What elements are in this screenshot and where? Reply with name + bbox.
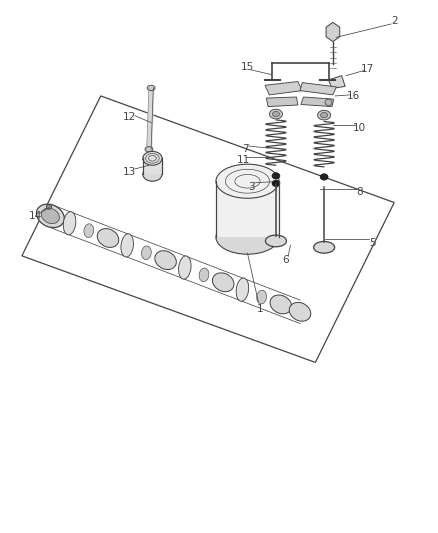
Text: 10: 10 xyxy=(353,123,366,133)
Ellipse shape xyxy=(216,164,279,198)
Polygon shape xyxy=(143,158,162,174)
Text: 5: 5 xyxy=(369,238,376,247)
Text: 13: 13 xyxy=(123,167,136,176)
Ellipse shape xyxy=(216,220,279,254)
Text: 14: 14 xyxy=(29,211,42,221)
Ellipse shape xyxy=(269,109,283,119)
Ellipse shape xyxy=(270,295,292,314)
Text: 2: 2 xyxy=(391,17,398,26)
Ellipse shape xyxy=(289,302,311,321)
Ellipse shape xyxy=(84,224,94,238)
Polygon shape xyxy=(301,97,334,107)
Polygon shape xyxy=(265,82,302,95)
Ellipse shape xyxy=(257,290,266,304)
Ellipse shape xyxy=(179,256,191,279)
Polygon shape xyxy=(266,97,298,107)
Text: 1: 1 xyxy=(257,304,264,314)
Ellipse shape xyxy=(272,111,279,117)
Ellipse shape xyxy=(272,173,280,179)
Ellipse shape xyxy=(314,241,335,253)
Text: 11: 11 xyxy=(237,155,250,165)
Text: 7: 7 xyxy=(242,144,249,154)
Text: 3: 3 xyxy=(248,182,255,191)
Ellipse shape xyxy=(321,112,328,118)
Ellipse shape xyxy=(212,273,234,292)
Ellipse shape xyxy=(272,180,280,187)
Ellipse shape xyxy=(236,278,249,301)
Ellipse shape xyxy=(199,268,209,282)
Ellipse shape xyxy=(46,205,52,209)
Ellipse shape xyxy=(143,167,162,181)
Polygon shape xyxy=(216,181,279,237)
Text: 16: 16 xyxy=(347,91,360,101)
Polygon shape xyxy=(328,76,345,88)
Ellipse shape xyxy=(145,147,153,152)
Polygon shape xyxy=(300,83,336,95)
Ellipse shape xyxy=(318,110,331,120)
Ellipse shape xyxy=(141,246,151,260)
Ellipse shape xyxy=(143,151,162,165)
Ellipse shape xyxy=(147,85,155,91)
Ellipse shape xyxy=(97,229,119,247)
Ellipse shape xyxy=(320,174,328,180)
Ellipse shape xyxy=(41,208,60,224)
Ellipse shape xyxy=(121,234,134,257)
Text: 12: 12 xyxy=(123,112,136,122)
Ellipse shape xyxy=(36,204,64,228)
Text: 8: 8 xyxy=(356,187,363,197)
Ellipse shape xyxy=(325,99,332,106)
Polygon shape xyxy=(326,22,340,42)
Text: 17: 17 xyxy=(361,64,374,74)
Ellipse shape xyxy=(155,251,177,270)
Text: 15: 15 xyxy=(241,62,254,71)
Ellipse shape xyxy=(265,235,286,247)
Text: 6: 6 xyxy=(282,255,289,265)
Ellipse shape xyxy=(64,212,76,235)
